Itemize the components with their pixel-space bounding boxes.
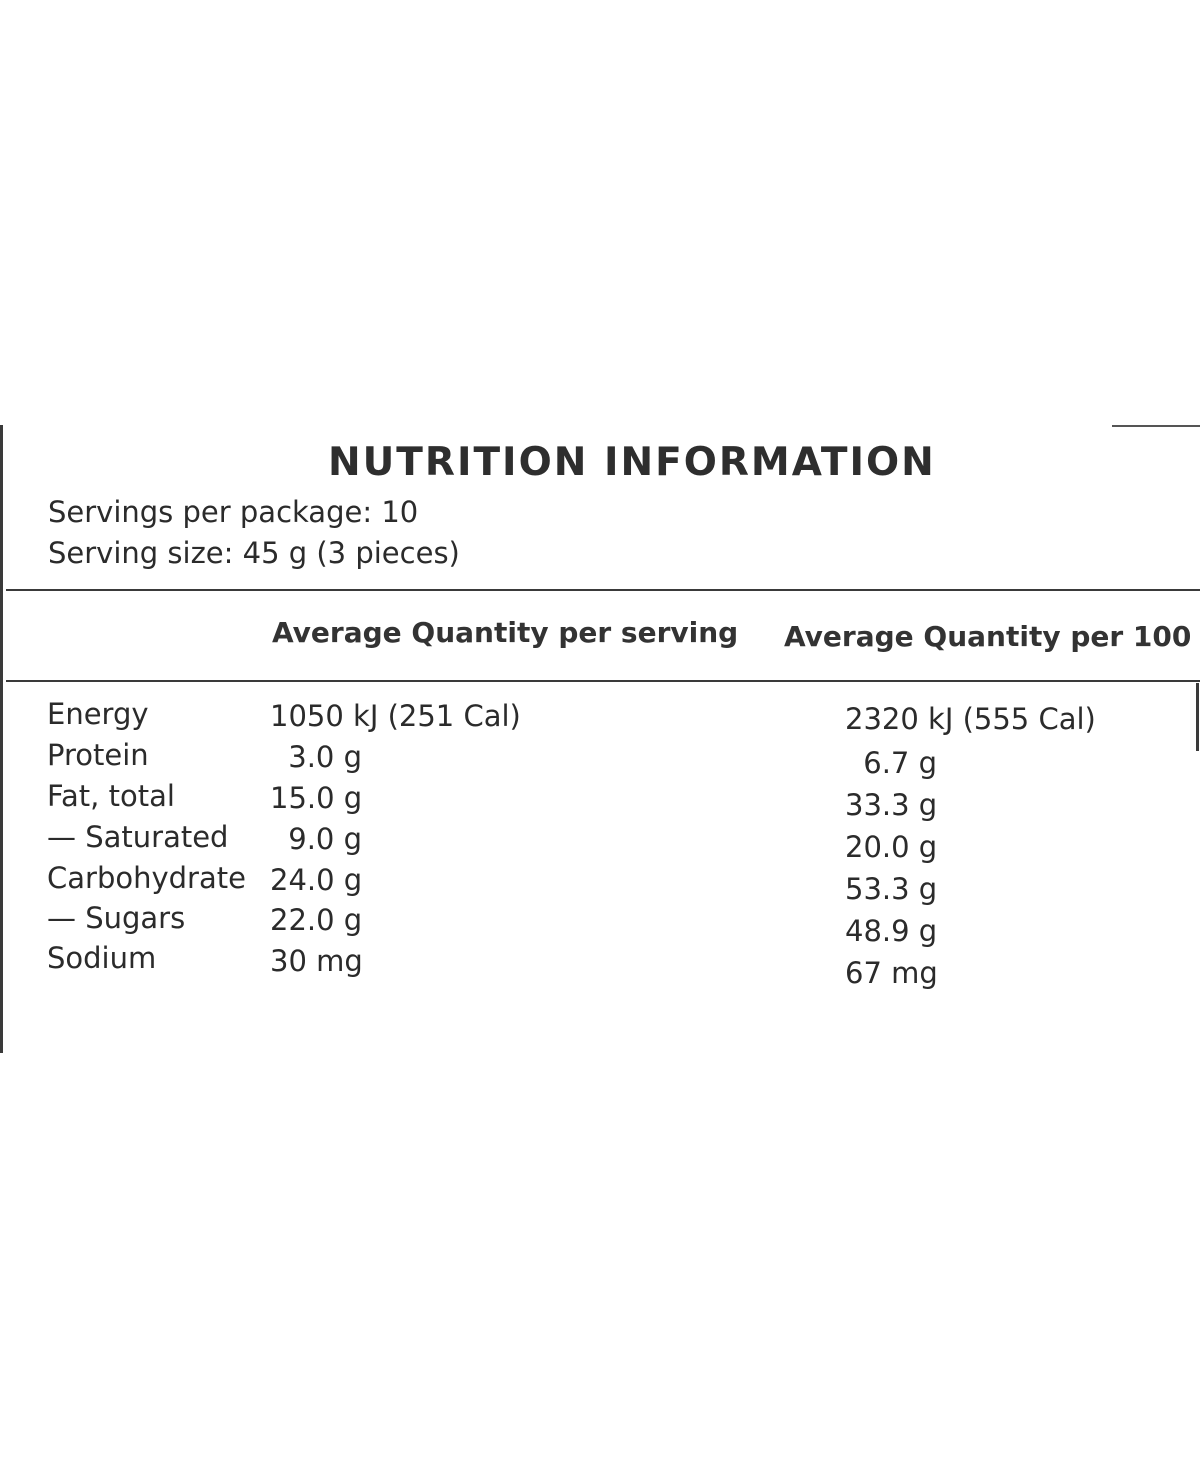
nutrient-name: Carbohydrate	[47, 861, 246, 895]
panel-left-border	[0, 425, 3, 1053]
per-100g-value: 6.7 g	[863, 746, 937, 780]
nutrient-name: Protein	[47, 738, 149, 772]
header-bottom-rule	[6, 680, 1200, 682]
per-serving-value: 3.0 g	[288, 740, 362, 774]
top-right-line	[1112, 425, 1200, 427]
nutrient-name: Sodium	[47, 941, 157, 975]
per-serving-value: 22.0 g	[270, 903, 363, 937]
per-serving-value: 30 mg	[270, 944, 363, 978]
per-100g-value: 20.0 g	[845, 830, 938, 864]
per-100g-value: 2320 kJ (555 Cal)	[845, 702, 1096, 736]
nutrient-name: — Saturated	[47, 820, 229, 854]
per-100g-value: 67 mg	[845, 956, 938, 990]
panel-right-border	[1196, 683, 1199, 751]
per-serving-value: 9.0 g	[288, 822, 362, 856]
panel-title: NUTRITION INFORMATION	[328, 440, 936, 485]
per-serving-value: 15.0 g	[270, 781, 363, 815]
per-100g-value: 48.9 g	[845, 914, 938, 948]
nutrient-name: Fat, total	[47, 779, 175, 813]
per-100g-value: 53.3 g	[845, 872, 938, 906]
servings-per-package: Servings per package: 10	[48, 495, 419, 529]
column-header-per-serving: Average Quantity per serving	[272, 616, 739, 649]
per-100g-value: 33.3 g	[845, 788, 938, 822]
per-serving-value: 24.0 g	[270, 863, 363, 897]
header-top-rule	[6, 589, 1200, 591]
nutrient-name: Energy	[47, 697, 149, 731]
per-serving-value: 1050 kJ (251 Cal)	[270, 699, 521, 733]
column-header-per-100g: Average Quantity per 100 g	[784, 620, 1200, 653]
nutrient-name: — Sugars	[47, 901, 186, 935]
serving-size: Serving size: 45 g (3 pieces)	[48, 536, 460, 570]
